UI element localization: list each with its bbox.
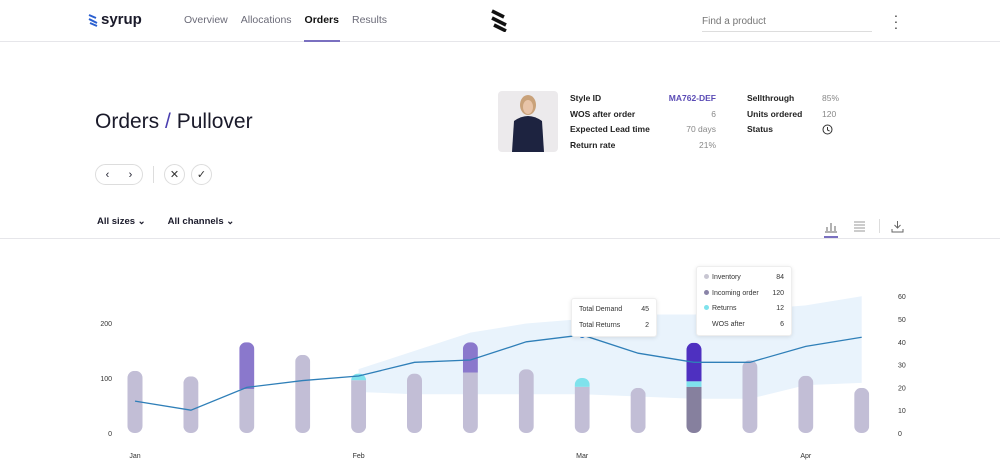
label-sellthrough: Sellthrough: [747, 93, 795, 103]
right-axis-tick: 10: [898, 408, 906, 415]
nav-results[interactable]: Results: [351, 14, 387, 26]
demand-tooltip: Total Demand 45 Total Returns 2: [571, 298, 657, 337]
inventory-bar: [854, 387, 870, 433]
inventory-bar: [462, 372, 478, 433]
incoming-bar: [462, 342, 478, 373]
month-label: Mar: [576, 453, 589, 460]
bar-chart-view-icon[interactable]: [824, 220, 838, 238]
inventory-bar: [239, 389, 255, 433]
inventory-bar: [295, 354, 311, 433]
bar-tooltip: Inventory 84 Incoming order 120 Returns 12 …: [696, 266, 792, 336]
brand-name: syrup: [101, 11, 142, 28]
incoming-bar: [239, 342, 255, 389]
right-axis-tick: 40: [898, 340, 906, 347]
left-axis-tick: 100: [100, 376, 112, 383]
right-axis-tick: 20: [898, 385, 906, 392]
value-units-ordered: 120: [822, 108, 837, 119]
month-label: Apr: [800, 453, 812, 460]
inventory-bar: [183, 376, 199, 433]
label-status: Status: [747, 124, 773, 135]
label-lead-time: Expected Lead time: [570, 124, 650, 135]
value-lead-time: 70 days: [686, 124, 716, 135]
divider: [879, 219, 880, 233]
returns-bar: [686, 381, 702, 387]
reject-button[interactable]: ✕: [164, 164, 185, 185]
chevron-down-icon: ⌄: [137, 216, 146, 227]
inventory-dot-icon: [704, 274, 709, 280]
right-axis-tick: 60: [898, 294, 906, 301]
sizes-dropdown[interactable]: All sizes ⌄: [97, 216, 146, 227]
inventory-bar: [630, 387, 646, 433]
month-label: Feb: [353, 453, 365, 460]
search-input[interactable]: [702, 12, 872, 32]
inventory-bar: [407, 373, 422, 433]
left-axis-tick: 200: [100, 321, 112, 328]
next-button[interactable]: ›: [128, 168, 133, 181]
inventory-bar: [742, 360, 758, 433]
value-wos: 6: [711, 108, 716, 119]
inventory-bar: [686, 386, 702, 433]
syrup-logo-icon: [88, 13, 98, 27]
label-units-ordered: Units ordered: [747, 108, 803, 119]
divider: [153, 166, 154, 183]
inventory-bar: [351, 380, 367, 433]
more-menu-icon[interactable]: · · ·: [893, 7, 899, 35]
center-logo-icon: [491, 9, 507, 32]
value-return-rate: 21%: [698, 140, 716, 151]
month-label: Jan: [129, 453, 140, 460]
right-axis-tick: 30: [898, 363, 906, 370]
inventory-bar: [127, 370, 143, 433]
brand-logo[interactable]: syrup: [88, 11, 142, 28]
label-style-id: Style ID: [570, 93, 602, 103]
returns-bar: [574, 378, 590, 387]
inventory-bar: [518, 369, 534, 433]
returns-bar: [351, 373, 367, 381]
top-nav: syrup Overview Allocations Orders Result…: [0, 0, 1000, 42]
label-return-rate: Return rate: [570, 140, 616, 151]
label-wos: WOS after order: [570, 108, 636, 119]
close-icon: ✕: [169, 169, 180, 181]
value-style-id: MA762-DEF: [668, 93, 716, 103]
approve-button[interactable]: ✓: [191, 164, 212, 185]
right-axis-tick: 0: [898, 431, 902, 438]
pager: ‹ ›: [95, 164, 143, 185]
left-axis-tick: 0: [108, 431, 112, 438]
product-image: [498, 91, 558, 152]
inventory-bar: [798, 375, 814, 433]
incoming-dot-icon: [704, 289, 709, 295]
check-icon: ✓: [196, 169, 207, 181]
nav-orders[interactable]: Orders: [303, 14, 341, 42]
status-clock-icon: [822, 124, 840, 140]
chevron-down-icon: ⌄: [226, 216, 235, 227]
list-view-icon[interactable]: [853, 221, 866, 232]
right-axis-tick: 50: [898, 317, 906, 324]
download-icon[interactable]: [891, 220, 904, 233]
nav-allocations[interactable]: Allocations: [240, 14, 292, 26]
divider: [0, 238, 1000, 239]
page-title: Orders / Pullover: [95, 110, 253, 133]
value-sellthrough: 85%: [822, 93, 840, 103]
prev-button[interactable]: ‹: [105, 168, 110, 181]
demand-line: [134, 334, 862, 411]
nav-overview[interactable]: Overview: [184, 14, 228, 26]
channels-dropdown[interactable]: All channels ⌄: [167, 216, 235, 227]
returns-dot-icon: [704, 305, 709, 311]
inventory-bar: [574, 386, 590, 433]
